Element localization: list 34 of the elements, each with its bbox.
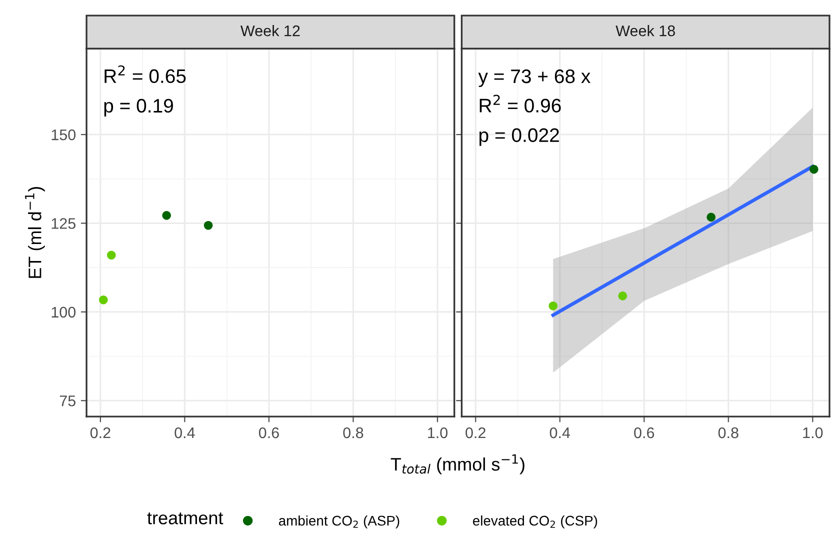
y-axis-title: ET (ml d$^{−1}$) xyxy=(25,186,45,278)
y-tick-label: 150 xyxy=(52,129,76,140)
point xyxy=(548,301,558,310)
point xyxy=(810,164,818,174)
point xyxy=(106,250,116,260)
x-tick-label: 0.6 xyxy=(634,427,654,438)
x-tick-label: 0.2 xyxy=(90,427,110,438)
point xyxy=(204,220,213,230)
legend-label: elevated CO$_{2}$ (CSP) xyxy=(472,515,598,528)
y-tick-label: 100 xyxy=(52,306,76,318)
x-axis-title: T$_{total}$ (mmol s$^{−1}$) xyxy=(390,454,524,474)
x-tick-label: 0.8 xyxy=(718,427,738,438)
y-tick-label: 125 xyxy=(52,218,76,229)
chart-title: Week 18 xyxy=(616,25,675,36)
x-tick-label: 0.4 xyxy=(550,427,570,438)
annotation: R$^{2}$ = 0.65 xyxy=(104,65,186,84)
annotation: p = 0.022 xyxy=(480,128,559,146)
point xyxy=(162,211,171,220)
chart-title: Week 12 xyxy=(240,25,300,36)
annotation: y = 73 + 68 x xyxy=(478,69,590,88)
x-tick-label: 1.0 xyxy=(803,427,823,438)
point xyxy=(98,295,108,304)
x-tick-label: 0.8 xyxy=(343,427,364,438)
annotation: R$^{2}$ = 0.96 xyxy=(480,94,561,112)
x-tick-label: 1.0 xyxy=(428,427,448,438)
x-tick-label: 0.4 xyxy=(174,427,195,438)
x-tick-label: 0.2 xyxy=(466,427,486,438)
y-tick-label: 75 xyxy=(60,396,76,406)
legend-title: treatment xyxy=(147,512,224,524)
legend-label: ambient CO$_{2}$ (ASP) xyxy=(278,515,400,528)
point xyxy=(706,212,716,222)
point xyxy=(618,292,628,300)
annotation: p = 0.19 xyxy=(104,98,173,116)
x-tick-label: 0.6 xyxy=(258,427,279,438)
